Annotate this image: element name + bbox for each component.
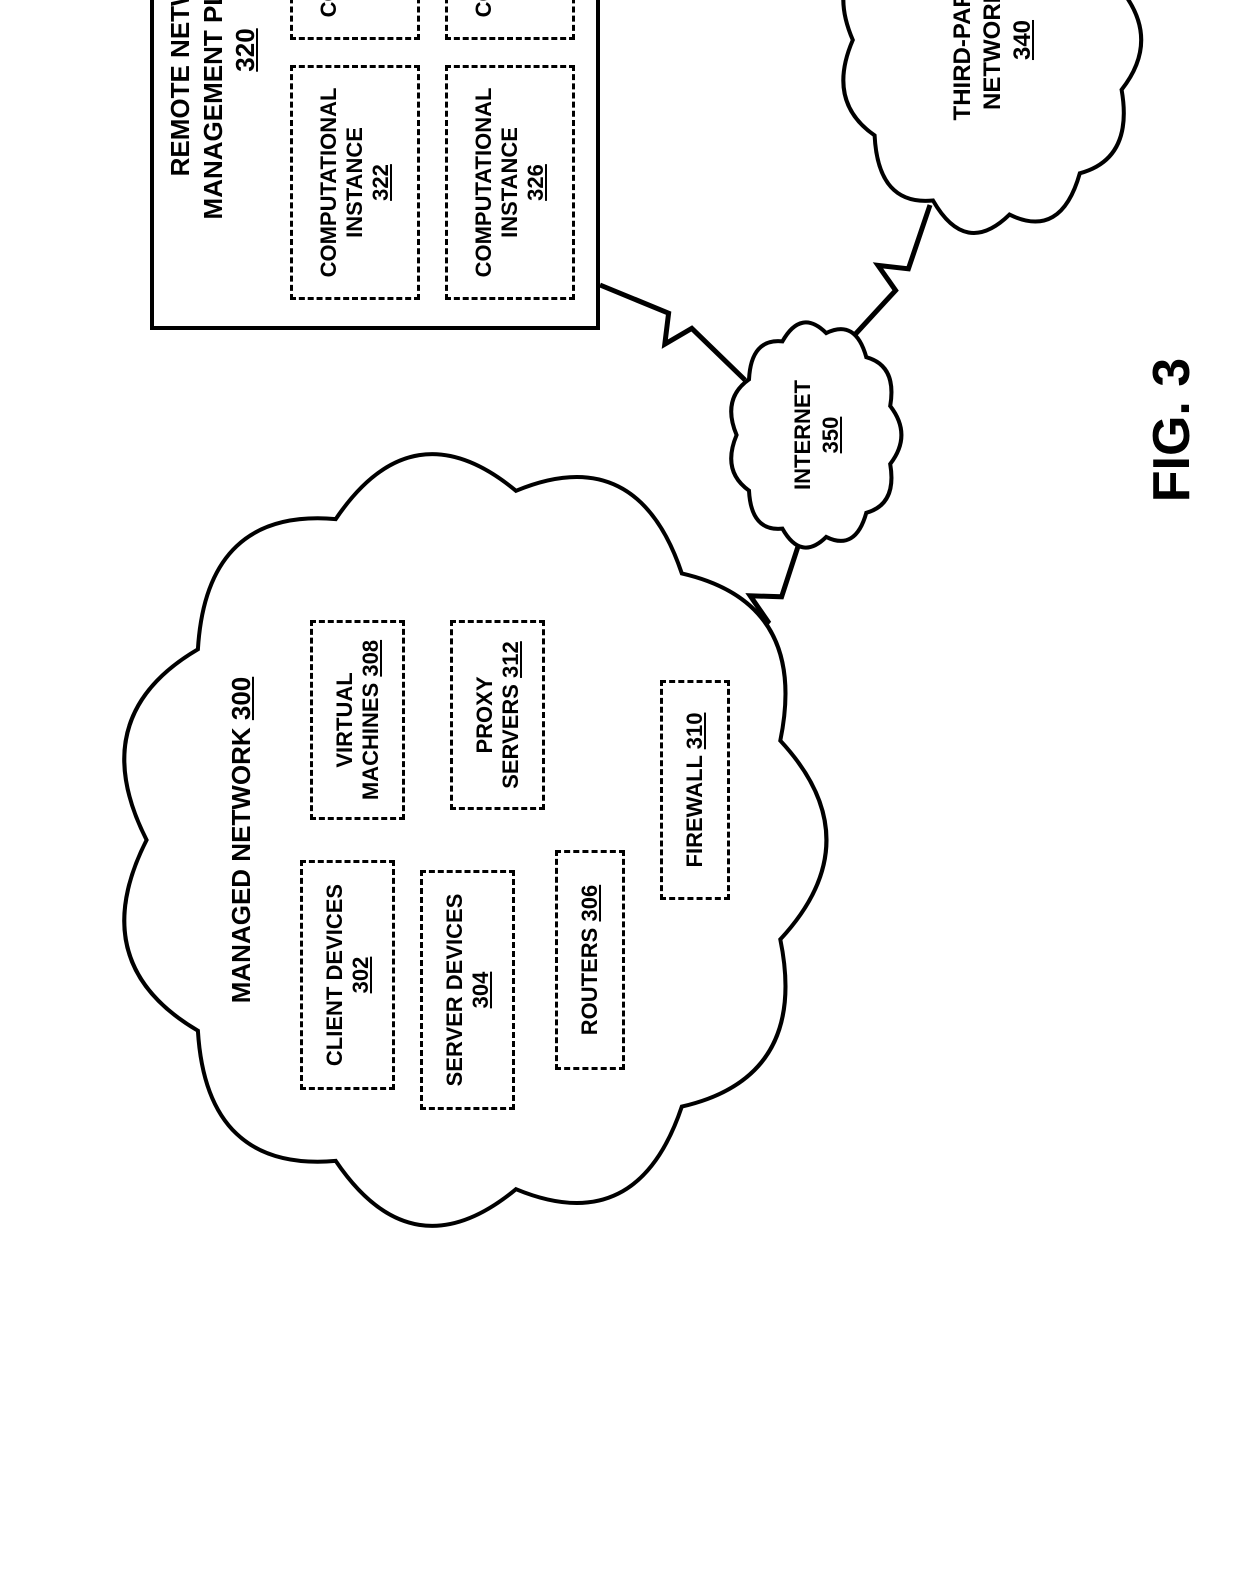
server-devices: SERVER DEVICES 304 [420, 870, 515, 1110]
link-internet-thirdparty [850, 205, 930, 340]
platform-title: REMOTE NETWORKMANAGEMENT PLATFORM320 [164, 0, 262, 330]
internet-label: INTERNET350 [789, 355, 844, 515]
firewall-label: FIREWALL 310 [682, 713, 708, 868]
thirdparty-num: 340 [1009, 20, 1036, 60]
client-devices-label: CLIENT DEVICES 302 [322, 863, 374, 1087]
virtual-machines-num: 308 [358, 640, 383, 677]
thirdparty-label: THIRD-PARTYNETWORKS340 [948, 0, 1038, 160]
instance-326-num: 326 [523, 164, 549, 201]
client-devices-num: 302 [348, 957, 373, 994]
instance-324: COMPUTATIONALINSTANCE324 [290, 0, 420, 40]
server-devices-label: SERVER DEVICES 304 [442, 873, 494, 1107]
firewall: FIREWALL 310 [660, 680, 730, 900]
routers: ROUTERS 306 [555, 850, 625, 1070]
routers-label: ROUTERS 306 [577, 885, 603, 1035]
platform-num: 320 [230, 28, 260, 71]
managed-network-title-text: MANAGED NETWORK [226, 727, 256, 1003]
figure-label-text: FIG. 3 [1143, 358, 1201, 502]
instance-326: COMPUTATIONALINSTANCE326 [445, 65, 575, 300]
instance-326-label: COMPUTATIONALINSTANCE [471, 88, 523, 278]
firewall-num: 310 [682, 713, 707, 750]
routers-num: 306 [577, 885, 602, 922]
proxy-servers: PROXYSERVERS 312 [450, 620, 545, 810]
client-devices: CLIENT DEVICES 302 [300, 860, 395, 1090]
internet-title: INTERNET [790, 380, 815, 490]
virtual-machines: VIRTUALMACHINES 308 [310, 620, 405, 820]
instance-322-num: 322 [368, 164, 394, 201]
internet-num: 350 [818, 417, 843, 454]
managed-network-title: MANAGED NETWORK 300 [225, 660, 258, 1020]
instance-322-label: COMPUTATIONALINSTANCE [316, 88, 368, 278]
server-devices-num: 304 [468, 972, 493, 1009]
proxy-servers-num: 312 [498, 641, 523, 678]
figure-label: FIG. 3 [1140, 320, 1205, 540]
instance-328: COMPUTATIONALINSTANCE328 [445, 0, 575, 40]
proxy-servers-label: PROXYSERVERS 312 [472, 641, 524, 789]
instance-322: COMPUTATIONALINSTANCE322 [290, 65, 420, 300]
managed-network-num: 300 [226, 677, 256, 720]
link-internet-platform [600, 285, 745, 380]
instance-328-label: COMPUTATIONALINSTANCE [471, 0, 523, 17]
instance-324-label: COMPUTATIONALINSTANCE [316, 0, 368, 17]
virtual-machines-label: VIRTUALMACHINES 308 [332, 640, 384, 800]
